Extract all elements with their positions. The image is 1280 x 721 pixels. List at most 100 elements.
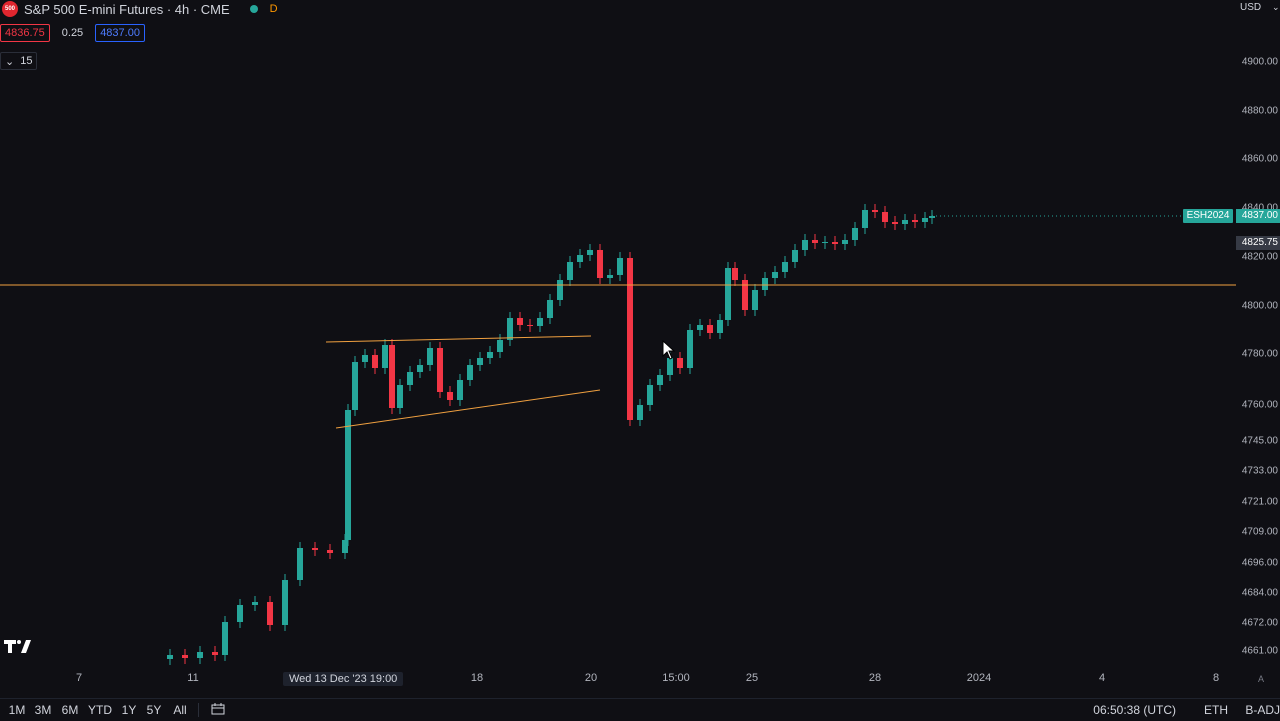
- range-5y-button[interactable]: 5Y: [146, 703, 162, 717]
- candle: [852, 222, 858, 246]
- candle: [517, 312, 523, 331]
- chevron-down-icon[interactable]: ⌄: [1272, 2, 1280, 12]
- candle: [929, 210, 935, 224]
- candle: [567, 256, 573, 286]
- candle: [547, 294, 553, 324]
- candle: [822, 236, 828, 249]
- candle: [752, 284, 758, 316]
- candle: [742, 274, 748, 316]
- buy-sell-row: 4836.75 0.25 4837.00: [0, 24, 145, 42]
- candle: [282, 574, 288, 631]
- candle: [637, 399, 643, 426]
- price-tick-label: 4780.00: [1241, 348, 1278, 360]
- candle: [467, 359, 473, 386]
- trend-line-upper[interactable]: [325, 335, 592, 343]
- indicator-count: 15: [20, 55, 33, 67]
- price-tick-label: 4840.00: [1241, 202, 1278, 214]
- candle: [902, 214, 908, 230]
- candle: [167, 649, 173, 665]
- candle: [197, 646, 203, 664]
- buy-button[interactable]: 4837.00: [95, 24, 145, 42]
- price-tick-label: 4800.00: [1241, 300, 1278, 312]
- symbol-title[interactable]: S&P 500 E-mini Futures · 4h · CME: [24, 1, 230, 17]
- auto-scale-button[interactable]: A: [1258, 674, 1265, 684]
- delayed-data-badge[interactable]: D: [269, 3, 278, 15]
- range-ytd-button[interactable]: YTD: [88, 703, 112, 717]
- candle: [427, 342, 433, 371]
- candle: [252, 596, 258, 611]
- indicator-toggle[interactable]: ⌄ 15: [0, 52, 38, 70]
- price-chart[interactable]: [0, 0, 1236, 668]
- candle: [782, 256, 788, 278]
- candle: [457, 374, 463, 406]
- candle: [762, 272, 768, 296]
- sell-button[interactable]: 4836.75: [0, 24, 50, 42]
- candle: [732, 262, 738, 286]
- utc-clock[interactable]: 06:50:38 (UTC): [1093, 703, 1176, 717]
- symbol-header: 500 S&P 500 E-mini Futures · 4h · CME D: [0, 0, 278, 18]
- candle: [597, 244, 603, 284]
- price-tick-label: 4860.00: [1241, 153, 1278, 165]
- candle: [882, 206, 888, 228]
- candle: [842, 234, 848, 250]
- candle: [802, 234, 808, 256]
- candle: [627, 252, 633, 426]
- currency-button[interactable]: USD: [1240, 2, 1262, 13]
- candle: [912, 214, 918, 228]
- candle: [487, 346, 493, 364]
- mouse-pointer-icon: [662, 340, 676, 360]
- price-tick-label: 4745.00: [1241, 435, 1278, 447]
- adjustment-button[interactable]: B-ADJ: [1245, 703, 1280, 717]
- time-tick-label: 2024: [966, 672, 992, 684]
- tradingview-logo-icon[interactable]: [4, 638, 32, 654]
- candle: [792, 244, 798, 268]
- candle: [327, 544, 333, 559]
- price-tick-label: 4709.00: [1241, 526, 1278, 538]
- price-tick-label: 4820.00: [1241, 251, 1278, 263]
- price-tick-label: 4661.00: [1241, 645, 1278, 657]
- crosshair-time-label: Wed 13 Dec '23 19:00: [283, 672, 404, 686]
- price-tick-label: 4760.00: [1241, 399, 1278, 411]
- candle: [407, 366, 413, 391]
- time-tick-label: 20: [584, 672, 598, 684]
- candle: [507, 312, 513, 346]
- candle: [617, 252, 623, 281]
- crosshair-price-label: 4825.75: [1236, 236, 1280, 250]
- candle: [862, 204, 868, 234]
- chart-pane[interactable]: [0, 0, 1236, 668]
- time-tick-label: 11: [187, 672, 199, 684]
- bottom-toolbar: 1M 3M 6M YTD 1Y 5Y All 06:50:38 (UTC) ET…: [0, 698, 1280, 721]
- price-tick-label: 4672.00: [1241, 617, 1278, 629]
- range-1m-button[interactable]: 1M: [8, 703, 26, 717]
- candle: [647, 379, 653, 411]
- candle: [267, 596, 273, 631]
- candle: [717, 314, 723, 339]
- symbol-logo-icon: 500: [2, 1, 18, 17]
- price-tick-label: 4684.00: [1241, 587, 1278, 599]
- trend-line-lower[interactable]: [335, 389, 601, 429]
- calendar-icon[interactable]: [211, 703, 225, 715]
- session-button[interactable]: ETH: [1204, 703, 1228, 717]
- range-6m-button[interactable]: 6M: [61, 703, 79, 717]
- range-3m-button[interactable]: 3M: [34, 703, 52, 717]
- price-tick-label: 4900.00: [1241, 56, 1278, 68]
- range-1y-button[interactable]: 1Y: [121, 703, 137, 717]
- time-tick-label: 15:00: [662, 672, 690, 684]
- time-tick-label: 4: [1098, 672, 1106, 684]
- candle: [707, 319, 713, 339]
- candle: [537, 312, 543, 332]
- price-axis[interactable]: 4900.00 4880.00 4860.00 4840.00 4820.00 4800.…: [1236, 0, 1280, 668]
- candle: [397, 379, 403, 414]
- candle: [477, 352, 483, 371]
- candle: [772, 266, 778, 284]
- candle: [657, 369, 663, 391]
- range-all-button[interactable]: All: [173, 703, 187, 717]
- contract-label: ESH2024: [1183, 209, 1233, 223]
- time-tick-label: 7: [75, 672, 83, 684]
- price-tick-label: 4733.00: [1241, 465, 1278, 477]
- candle: [182, 649, 188, 664]
- time-axis[interactable]: 7 11 18 20 15:00 25 28 2024 4 8: [0, 668, 1236, 690]
- price-tick-label: 4696.00: [1241, 557, 1278, 569]
- candle: [892, 216, 898, 230]
- market-open-icon: [249, 5, 258, 13]
